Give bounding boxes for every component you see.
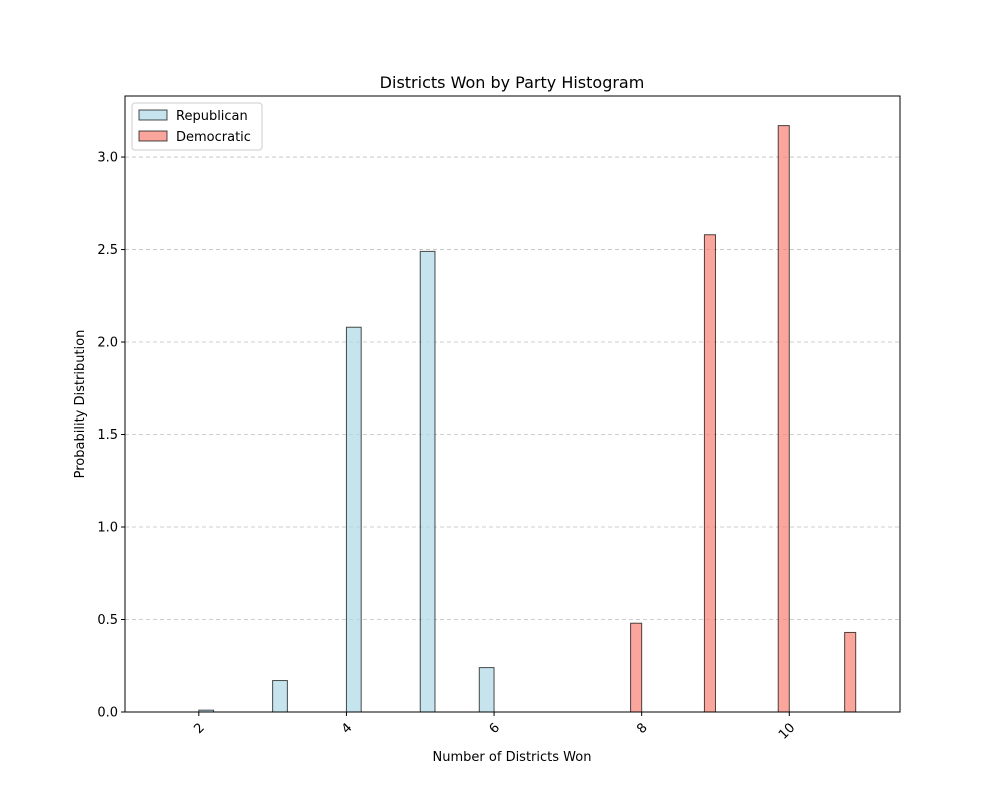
y-tick-label: 1.0 xyxy=(97,521,118,536)
y-axis-ticks: 0.0 0.5 1.0 1.5 2.0 2.5 3.0 xyxy=(97,151,125,721)
bar-republican-3 xyxy=(419,250,436,713)
legend-swatch-republican xyxy=(138,109,168,121)
bars-layer xyxy=(198,125,857,713)
legend-label-democratic: Democratic xyxy=(176,130,251,145)
bar-republican-2 xyxy=(345,326,362,713)
legend-swatch-democratic xyxy=(138,130,168,142)
bar-republican-1 xyxy=(272,680,288,713)
y-tick-label: 3.0 xyxy=(97,151,118,166)
x-axis-label: Number of Districts Won xyxy=(433,750,592,765)
y-tick-label: 1.5 xyxy=(97,428,118,443)
y-tick-label: 0.5 xyxy=(97,613,118,628)
legend: Republican Democratic xyxy=(131,102,263,151)
y-tick-label: 2.0 xyxy=(97,336,118,351)
chart-title: Districts Won by Party Histogram xyxy=(380,73,645,92)
y-tick-label: 0.0 xyxy=(97,706,118,721)
legend-label-republican: Republican xyxy=(176,109,248,124)
bar-democratic-0 xyxy=(630,622,643,713)
bar-democratic-2 xyxy=(777,125,790,713)
plot-area-frame xyxy=(124,95,901,713)
y-axis-label: Probability Distribution xyxy=(73,330,88,479)
grid-layer xyxy=(125,156,900,620)
bar-democratic-1 xyxy=(703,234,716,713)
bar-democratic-3 xyxy=(844,631,857,713)
bar-republican-4 xyxy=(478,667,495,713)
y-tick-label: 2.5 xyxy=(97,243,118,258)
